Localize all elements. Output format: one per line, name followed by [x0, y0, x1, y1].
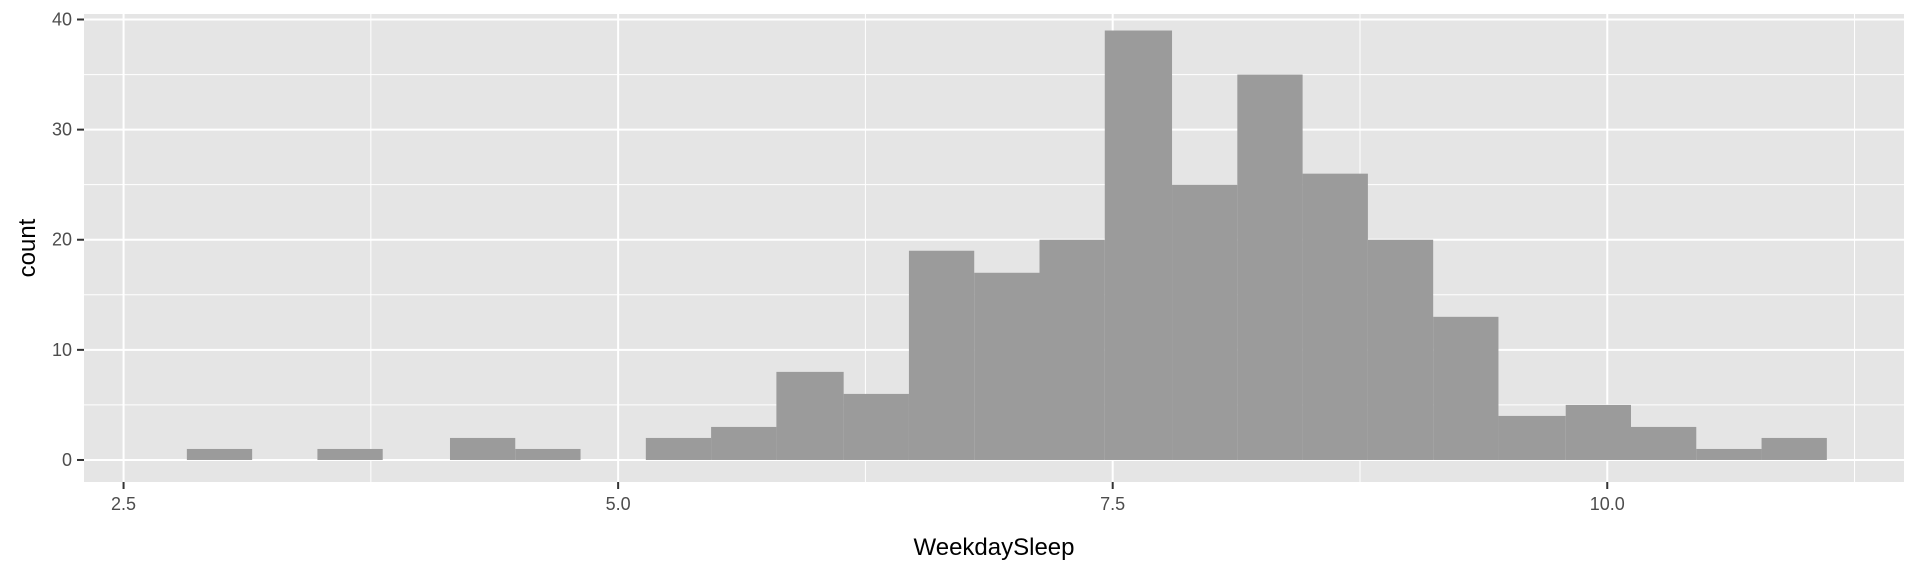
- histogram-bars: [186, 30, 1827, 460]
- histogram-bar: [645, 437, 712, 460]
- x-tick-label: 7.5: [1100, 494, 1125, 514]
- x-axis-title: WeekdaySleep: [914, 534, 1075, 561]
- x-axis: 2.5 5.0 7.5 10.0: [111, 482, 1625, 514]
- histogram-bar: [515, 448, 581, 460]
- histogram-bar: [186, 448, 253, 460]
- histogram-bar: [1237, 74, 1303, 460]
- histogram-bar: [1696, 448, 1762, 460]
- y-tick-label: 10: [52, 340, 72, 360]
- histogram-bar: [711, 426, 777, 460]
- y-tick-label: 20: [52, 230, 72, 250]
- histogram-bar: [1565, 404, 1631, 460]
- y-axis: 0 10 20 30 40: [52, 10, 84, 470]
- x-tick-label: 2.5: [111, 494, 136, 514]
- y-tick-label: 30: [52, 120, 72, 140]
- histogram-bar: [1761, 437, 1827, 460]
- histogram-bar: [317, 448, 383, 460]
- x-tick-label: 5.0: [606, 494, 631, 514]
- y-tick-label: 0: [62, 450, 72, 470]
- y-tick-label: 40: [52, 10, 72, 30]
- x-tick-label: 10.0: [1590, 494, 1625, 514]
- histogram-bar: [1367, 239, 1434, 460]
- histogram-bar: [1433, 316, 1499, 460]
- histogram-bar: [776, 371, 844, 460]
- histogram-bar: [449, 437, 516, 460]
- y-axis-title: count: [14, 218, 41, 277]
- histogram-bar: [1302, 173, 1368, 460]
- histogram-bar: [1104, 30, 1173, 460]
- histogram-bar: [1631, 426, 1697, 460]
- histogram-bar: [1172, 184, 1238, 460]
- histogram-bar: [843, 393, 909, 460]
- histogram-bar: [1039, 239, 1105, 460]
- histogram-bar: [908, 250, 975, 460]
- histogram-bar: [1498, 415, 1566, 460]
- histogram-bar: [974, 272, 1040, 460]
